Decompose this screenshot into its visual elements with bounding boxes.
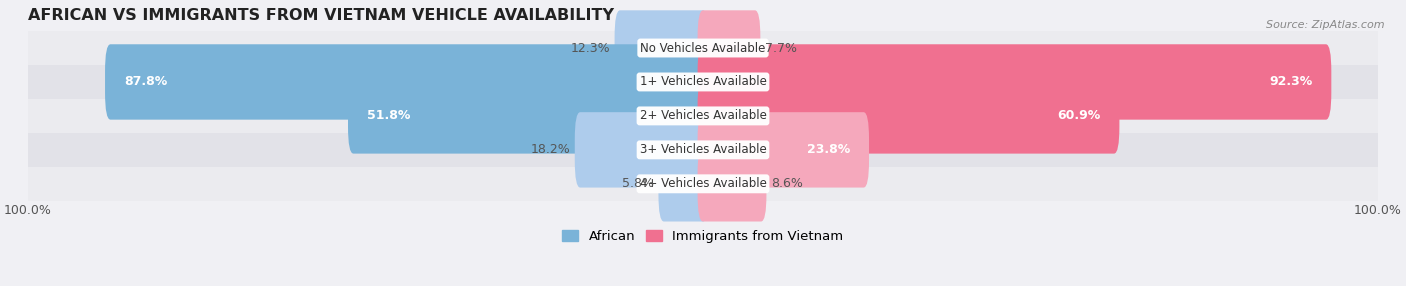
Text: Source: ZipAtlas.com: Source: ZipAtlas.com xyxy=(1267,20,1385,30)
Text: 1+ Vehicles Available: 1+ Vehicles Available xyxy=(640,76,766,88)
Bar xyxy=(28,133,1378,167)
Bar xyxy=(28,31,1378,65)
FancyBboxPatch shape xyxy=(697,44,1331,120)
Text: No Vehicles Available: No Vehicles Available xyxy=(640,41,766,55)
FancyBboxPatch shape xyxy=(697,112,869,188)
Text: 7.7%: 7.7% xyxy=(765,41,797,55)
Text: 3+ Vehicles Available: 3+ Vehicles Available xyxy=(640,143,766,156)
FancyBboxPatch shape xyxy=(575,112,709,188)
Text: 51.8%: 51.8% xyxy=(367,110,411,122)
Bar xyxy=(28,99,1378,133)
FancyBboxPatch shape xyxy=(697,146,766,222)
Text: 60.9%: 60.9% xyxy=(1057,110,1101,122)
Bar xyxy=(28,65,1378,99)
FancyBboxPatch shape xyxy=(697,78,1119,154)
Legend: African, Immigrants from Vietnam: African, Immigrants from Vietnam xyxy=(557,225,849,249)
Text: 8.6%: 8.6% xyxy=(770,177,803,190)
Text: 5.8%: 5.8% xyxy=(621,177,654,190)
FancyBboxPatch shape xyxy=(614,10,709,86)
FancyBboxPatch shape xyxy=(349,78,709,154)
Text: 23.8%: 23.8% xyxy=(807,143,851,156)
FancyBboxPatch shape xyxy=(105,44,709,120)
Bar xyxy=(28,167,1378,201)
Text: AFRICAN VS IMMIGRANTS FROM VIETNAM VEHICLE AVAILABILITY: AFRICAN VS IMMIGRANTS FROM VIETNAM VEHIC… xyxy=(28,8,614,23)
Text: 92.3%: 92.3% xyxy=(1270,76,1312,88)
Text: 87.8%: 87.8% xyxy=(124,76,167,88)
FancyBboxPatch shape xyxy=(658,146,709,222)
Text: 12.3%: 12.3% xyxy=(571,41,610,55)
Text: 18.2%: 18.2% xyxy=(530,143,569,156)
FancyBboxPatch shape xyxy=(697,10,761,86)
Text: 2+ Vehicles Available: 2+ Vehicles Available xyxy=(640,110,766,122)
Text: 4+ Vehicles Available: 4+ Vehicles Available xyxy=(640,177,766,190)
